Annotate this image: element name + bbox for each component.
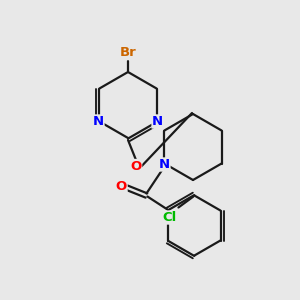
Text: N: N: [152, 115, 163, 128]
Text: O: O: [130, 160, 142, 172]
Text: O: O: [116, 180, 127, 193]
Text: Cl: Cl: [162, 211, 176, 224]
Text: Br: Br: [120, 46, 136, 59]
Text: N: N: [93, 115, 104, 128]
Text: N: N: [159, 158, 170, 171]
